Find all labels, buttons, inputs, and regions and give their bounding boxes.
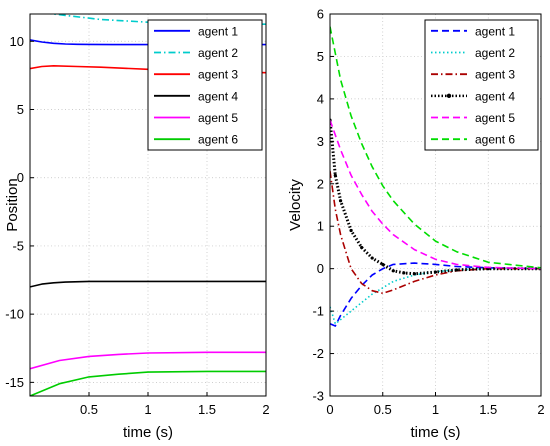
x-tick-label: 0.5 [80, 402, 98, 417]
legend-label: agent 6 [475, 133, 515, 147]
data-point [360, 245, 364, 250]
data-point [333, 173, 337, 177]
y-tick-label: -1 [312, 304, 324, 319]
legend-box [424, 19, 539, 151]
y-tick-label: 6 [317, 7, 324, 22]
series-line-agent-6 [330, 26, 541, 269]
x-tick-label: 1.5 [198, 402, 216, 417]
x-tick-label: 1 [144, 402, 151, 417]
legend-label: agent 4 [475, 89, 515, 103]
series-line-agent-1 [330, 262, 541, 327]
y-tick-label: 0 [317, 261, 324, 276]
y-tick-label: -5 [12, 238, 24, 253]
x-tick-label: 0.5 [374, 402, 392, 417]
y-tick-label: 2 [317, 176, 324, 191]
y-tick-label: -2 [312, 346, 324, 361]
y-tick-label: 0 [17, 170, 24, 185]
series-line-agent-5 [330, 119, 541, 270]
legend-marker [446, 93, 452, 99]
y-tick-label: -10 [5, 307, 24, 322]
legend-label: agent 2 [198, 46, 238, 60]
y-tick-label: -15 [5, 375, 24, 390]
series-group [30, 14, 266, 396]
x-axis-label: time (s) [123, 424, 173, 441]
series-line-agent-2 [46, 14, 266, 25]
legend-label: agent 5 [475, 111, 515, 125]
series-line-agent-6 [30, 370, 266, 396]
data-point [391, 269, 395, 273]
y-tick-label: 4 [317, 91, 324, 106]
data-point [370, 256, 374, 260]
legend-label: agent 2 [475, 46, 515, 60]
series-group [330, 26, 541, 327]
legend-label: agent 5 [198, 111, 238, 125]
legend: agent 1 agent 2 agent 3 agent 4 agent 5 agent… [424, 19, 539, 151]
series-line-agent-2 [330, 267, 541, 325]
position-chart: 0.5 1 1.5 2 -15 -10 -5 0 5 10 time (s) Position agen… [4, 13, 270, 441]
legend-label: agent 1 [475, 24, 515, 38]
legend-label: agent 3 [198, 68, 238, 82]
data-point [455, 268, 459, 272]
y-tick-label: -3 [312, 389, 324, 404]
legend-label: agent 1 [198, 24, 238, 38]
data-point [349, 228, 353, 233]
x-tick-label: 2 [537, 402, 544, 417]
y-axis-label: Velocity [287, 179, 304, 231]
x-tick-label: 1 [432, 402, 439, 417]
legend-label: agent 3 [475, 68, 515, 82]
data-point [402, 271, 406, 275]
legend: agent 1 agent 2 agent 3 agent 4 agent 5 agent… [147, 19, 263, 151]
x-tick-label: 2 [262, 402, 269, 417]
y-tick-label: 5 [317, 49, 324, 64]
data-point [412, 272, 416, 276]
legend-label: agent 6 [198, 133, 238, 147]
y-tick-label: 3 [317, 134, 324, 149]
series-line-agent-5 [30, 351, 266, 370]
data-point [338, 199, 343, 203]
x-tick-label: 1.5 [479, 402, 497, 417]
y-axis-label: Position [4, 178, 21, 231]
data-point [433, 270, 438, 274]
velocity-chart: 0 0.5 1 1.5 2 -3 -2 -1 0 1 2 3 4 5 6 time (s) Velocity ag… [287, 7, 545, 442]
x-tick-label: 0 [326, 402, 333, 417]
series-line-agent-4 [30, 280, 266, 288]
x-axis-label: time (s) [411, 424, 461, 441]
data-point [381, 262, 385, 267]
y-tick-label: 5 [17, 102, 24, 117]
y-tick-label: 10 [10, 34, 24, 49]
legend-box [147, 19, 263, 151]
y-tick-label: 1 [317, 219, 324, 234]
legend-label: agent 4 [198, 89, 238, 103]
